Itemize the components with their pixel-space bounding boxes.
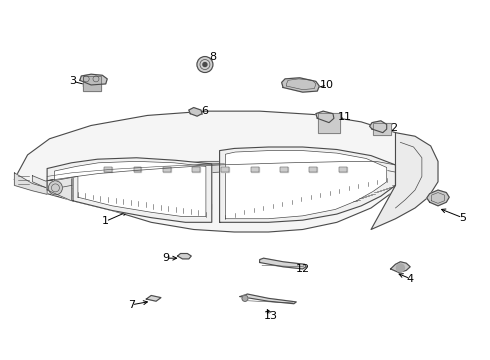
Polygon shape — [391, 262, 410, 273]
Polygon shape — [32, 176, 212, 210]
Bar — [373, 123, 391, 135]
Text: 13: 13 — [264, 311, 277, 320]
Circle shape — [203, 63, 207, 67]
Polygon shape — [189, 108, 202, 116]
Text: 11: 11 — [338, 112, 352, 122]
Bar — [163, 167, 171, 172]
Bar — [104, 167, 112, 172]
Polygon shape — [47, 160, 395, 190]
Polygon shape — [47, 158, 212, 222]
Text: 4: 4 — [407, 274, 414, 284]
Text: 7: 7 — [128, 300, 135, 310]
Bar — [318, 113, 340, 132]
Polygon shape — [282, 78, 319, 92]
Circle shape — [396, 264, 404, 272]
Text: 8: 8 — [210, 52, 217, 62]
Polygon shape — [47, 181, 64, 194]
Bar — [83, 76, 101, 91]
Text: 5: 5 — [459, 213, 466, 222]
Polygon shape — [371, 133, 438, 229]
Bar — [133, 167, 142, 172]
Polygon shape — [225, 150, 387, 219]
Text: 10: 10 — [320, 80, 334, 90]
Bar — [192, 167, 200, 172]
Text: 2: 2 — [391, 123, 397, 133]
Bar — [318, 113, 340, 132]
Polygon shape — [14, 111, 415, 232]
Text: 1: 1 — [102, 216, 109, 226]
Bar — [309, 167, 318, 172]
Circle shape — [242, 295, 248, 301]
Bar — [192, 167, 200, 172]
Bar — [221, 167, 229, 172]
Polygon shape — [177, 253, 191, 259]
Bar — [280, 167, 288, 172]
Bar — [104, 167, 112, 172]
Text: 12: 12 — [295, 264, 310, 274]
Text: 6: 6 — [201, 106, 208, 116]
Circle shape — [49, 181, 62, 195]
Polygon shape — [316, 111, 334, 123]
Bar — [251, 167, 259, 172]
Polygon shape — [240, 294, 296, 304]
Bar — [133, 167, 142, 172]
Polygon shape — [80, 74, 107, 85]
Polygon shape — [260, 258, 306, 269]
Bar — [251, 167, 259, 172]
Text: 3: 3 — [70, 76, 76, 86]
Text: 9: 9 — [162, 253, 170, 263]
Polygon shape — [427, 190, 449, 206]
Bar — [339, 167, 347, 172]
Bar — [373, 123, 391, 135]
Bar — [309, 167, 318, 172]
Polygon shape — [220, 147, 395, 222]
Polygon shape — [54, 161, 206, 217]
Polygon shape — [47, 177, 72, 201]
Bar — [83, 76, 101, 91]
Polygon shape — [147, 296, 161, 301]
Bar — [339, 167, 347, 172]
Bar — [280, 167, 288, 172]
Bar — [221, 167, 229, 172]
Circle shape — [197, 57, 213, 72]
Bar — [163, 167, 171, 172]
Polygon shape — [369, 121, 387, 133]
Polygon shape — [14, 173, 47, 194]
